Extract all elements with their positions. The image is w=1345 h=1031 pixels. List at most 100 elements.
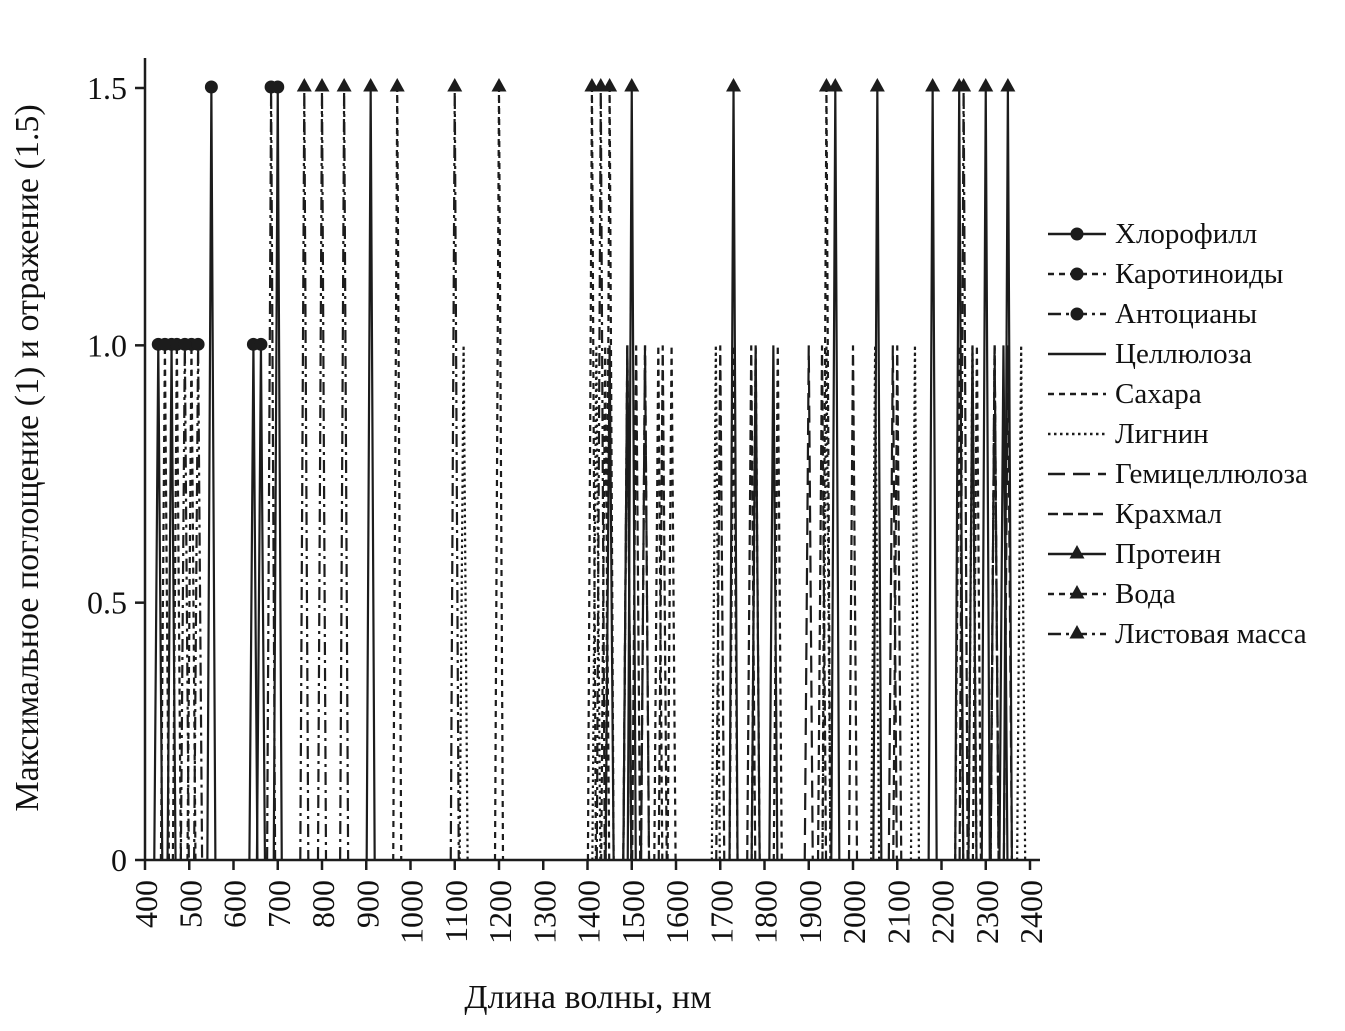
spike-Листовая масса-850 bbox=[339, 87, 350, 861]
spike-Крахмал-1930 bbox=[816, 345, 828, 861]
legend-item-1: Хлорофилл bbox=[1046, 214, 1308, 254]
spike-Листовая масса-800 bbox=[316, 87, 328, 861]
x-tick-label-1500: 1500 bbox=[615, 880, 651, 944]
y-tick-label-0: 0 bbox=[111, 842, 127, 878]
spike-Вода-970 bbox=[392, 87, 403, 861]
legend-label: Целлюлоза bbox=[1115, 337, 1252, 370]
x-tick-label-1700: 1700 bbox=[703, 880, 739, 944]
spike-Вода-1410 bbox=[586, 87, 598, 861]
y-tick-label-1.0: 1.0 bbox=[87, 327, 127, 363]
legend-swatch-longdash bbox=[1048, 472, 1106, 476]
x-axis-title: Длина волны, нм bbox=[464, 979, 711, 1016]
spike-Хлорофилл-550 bbox=[206, 87, 217, 861]
marker-triangle-Протеин-2300 bbox=[978, 78, 994, 92]
legend-label: Каротиноиды bbox=[1115, 257, 1284, 290]
marker-triangle-Протеин-1500 bbox=[624, 78, 640, 92]
spike-Лигнин-2380 bbox=[1016, 345, 1027, 861]
marker-triangle-Вода-1200 bbox=[491, 78, 507, 92]
legend-swatch-dot bbox=[1048, 432, 1106, 436]
marker-triangle-legend bbox=[1069, 625, 1085, 639]
legend-item-9: Протеин bbox=[1046, 534, 1308, 574]
spike-Листовая масса-760 bbox=[299, 87, 310, 861]
legend-label: Антоцианы bbox=[1115, 297, 1258, 330]
marker-triangle-Вода-970 bbox=[389, 78, 405, 92]
spike-Целлюлоза-1820 bbox=[768, 345, 779, 861]
spike-Вода-1200 bbox=[493, 87, 505, 861]
legend-swatch-solid bbox=[1048, 227, 1106, 241]
spike-Крахмал-1700 bbox=[715, 345, 726, 861]
spike-Крахмал-1530 bbox=[639, 345, 651, 861]
legend-swatch-dashdot bbox=[1048, 625, 1106, 639]
spike-Каротиноиды-472 bbox=[171, 345, 182, 861]
x-tick-label-600: 600 bbox=[217, 880, 253, 928]
x-tick-label-2400: 2400 bbox=[1013, 880, 1049, 944]
legend: Хлорофилл Каротиноиды Антоцианы Целлюлоза Са… bbox=[1046, 214, 1308, 654]
x-tick-label-1400: 1400 bbox=[571, 880, 607, 944]
x-tick-label-1100: 1100 bbox=[438, 880, 474, 943]
x-tick-label-1000: 1000 bbox=[394, 880, 430, 944]
x-tick-label-700: 700 bbox=[261, 880, 297, 928]
spike-Листовая масса-1100 bbox=[449, 87, 460, 861]
legend-item-4: Целлюлоза bbox=[1046, 334, 1308, 374]
legend-item-2: Каротиноиды bbox=[1046, 254, 1308, 294]
legend-item-7: Гемицеллюлоза bbox=[1046, 454, 1308, 494]
legend-item-3: Антоцианы bbox=[1046, 294, 1308, 334]
legend-item-10: Вода bbox=[1046, 574, 1308, 614]
legend-swatch-mediumdash bbox=[1048, 512, 1106, 516]
spike-Гемицеллюлоза-1900 bbox=[803, 345, 814, 861]
marker-triangle-Листовая масса-1100 bbox=[447, 78, 463, 92]
spike-Хлорофилл-700 bbox=[272, 87, 283, 861]
x-tick-label-400: 400 bbox=[128, 880, 164, 928]
legend-label: Гемицеллюлоза bbox=[1115, 457, 1308, 490]
legend-label: Протеин bbox=[1115, 537, 1222, 570]
legend-label: Лигнин bbox=[1115, 417, 1209, 450]
legend-label: Листовая масса bbox=[1115, 617, 1307, 650]
marker-circle-Антоцианы-520 bbox=[191, 337, 205, 351]
marker-circle-Каротиноиды-445 bbox=[158, 337, 172, 351]
spike-Крахмал-1570 bbox=[657, 345, 668, 861]
marker-circle-Хлорофилл-662 bbox=[254, 337, 268, 351]
legend-swatch-solid bbox=[1048, 545, 1106, 559]
marker-triangle-Протеин-2350 bbox=[1000, 78, 1016, 92]
marker-circle-Антоцианы-490 bbox=[178, 337, 192, 351]
spike-Крахмал-2320 bbox=[989, 345, 1000, 861]
x-tick-label-2300: 2300 bbox=[969, 880, 1005, 944]
spike-Крахмал-2000 bbox=[847, 345, 859, 861]
y-tick-label-0.5: 0.5 bbox=[87, 585, 127, 621]
x-tick-label-1300: 1300 bbox=[526, 880, 562, 944]
spike-Антоцианы-520 bbox=[193, 345, 204, 861]
x-tick-label-1900: 1900 bbox=[792, 880, 828, 944]
spike-Протеин-2300 bbox=[980, 87, 991, 861]
axes-layer: 400 500 600 700 800 900 1000 1100 1200 1300 1400 15… bbox=[87, 58, 1049, 944]
legend-swatch-dashdot bbox=[1048, 307, 1106, 321]
x-tick-label-1200: 1200 bbox=[482, 880, 518, 944]
legend-label: Сахара bbox=[1115, 377, 1202, 410]
marker-triangle-Вода-1940 bbox=[818, 78, 834, 92]
marker-triangle-Протеин-2055 bbox=[869, 78, 885, 92]
marker-triangle-Протеин-1730 bbox=[726, 78, 742, 92]
spikes-layer bbox=[151, 78, 1027, 861]
spike-Целлюлоза-1450 bbox=[604, 345, 615, 861]
legend-label: Хлорофилл bbox=[1115, 217, 1258, 250]
spike-Протеин-910 bbox=[365, 87, 376, 861]
marker-triangle-legend bbox=[1069, 545, 1085, 559]
spike-Протеин-1500 bbox=[626, 87, 637, 861]
legend-swatch-solid bbox=[1048, 352, 1106, 356]
y-tick-label-1.5: 1.5 bbox=[87, 70, 127, 106]
spike-Протеин-1960 bbox=[830, 87, 841, 861]
spike-Гемицеллюлоза-1490 bbox=[622, 345, 633, 861]
spike-Хлорофилл-662 bbox=[255, 345, 267, 861]
spike-Лигнин-1120 bbox=[458, 345, 469, 861]
legend-item-5: Сахара bbox=[1046, 374, 1308, 414]
x-tick-label-1800: 1800 bbox=[748, 880, 784, 944]
spike-Протеин-2180 bbox=[927, 87, 938, 861]
marker-triangle-Листовая масса-2250 bbox=[956, 78, 972, 92]
x-tick-label-2200: 2200 bbox=[925, 880, 961, 944]
x-tick-label-2100: 2100 bbox=[880, 880, 916, 944]
marker-circle-Антоцианы-685 bbox=[264, 80, 278, 94]
x-tick-label-500: 500 bbox=[172, 880, 208, 928]
marker-triangle-legend bbox=[1069, 585, 1085, 599]
marker-triangle-Листовая масса-800 bbox=[314, 78, 330, 92]
x-tick-label-800: 800 bbox=[305, 880, 341, 928]
